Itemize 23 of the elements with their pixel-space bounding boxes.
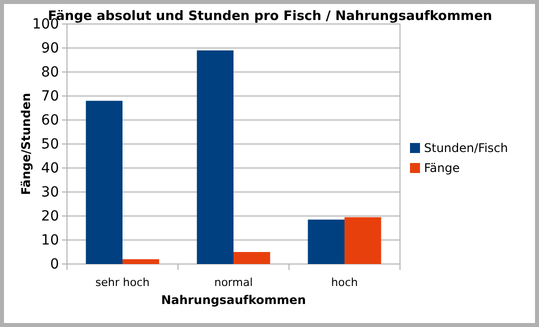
x-axis-title: Nahrungsaufkommen bbox=[161, 293, 306, 307]
y-tick-label: 80 bbox=[41, 64, 59, 80]
y-tick-label: 40 bbox=[41, 160, 59, 176]
y-tick-label: 70 bbox=[41, 88, 59, 104]
bar bbox=[234, 252, 270, 264]
y-tick-label: 50 bbox=[41, 136, 59, 152]
y-tick-label: 30 bbox=[41, 184, 59, 200]
y-tick-label: 10 bbox=[41, 232, 59, 248]
y-axis-title: Fänge/Stunden bbox=[19, 93, 33, 195]
y-tick-label: 60 bbox=[41, 112, 59, 128]
x-tick-label: hoch bbox=[331, 276, 358, 289]
y-tick-label: 20 bbox=[41, 208, 59, 224]
bar bbox=[122, 259, 160, 264]
x-tick-label: normal bbox=[214, 276, 253, 289]
bar bbox=[344, 217, 382, 264]
x-tick-label: sehr hoch bbox=[95, 276, 150, 289]
bar bbox=[196, 50, 234, 264]
bar bbox=[308, 220, 344, 264]
legend-label: Stunden/Fisch bbox=[424, 141, 508, 155]
y-tick-label: 90 bbox=[41, 40, 59, 56]
bar bbox=[86, 100, 122, 264]
y-tick-label: 0 bbox=[50, 256, 59, 272]
legend-label: Fänge bbox=[424, 161, 460, 175]
